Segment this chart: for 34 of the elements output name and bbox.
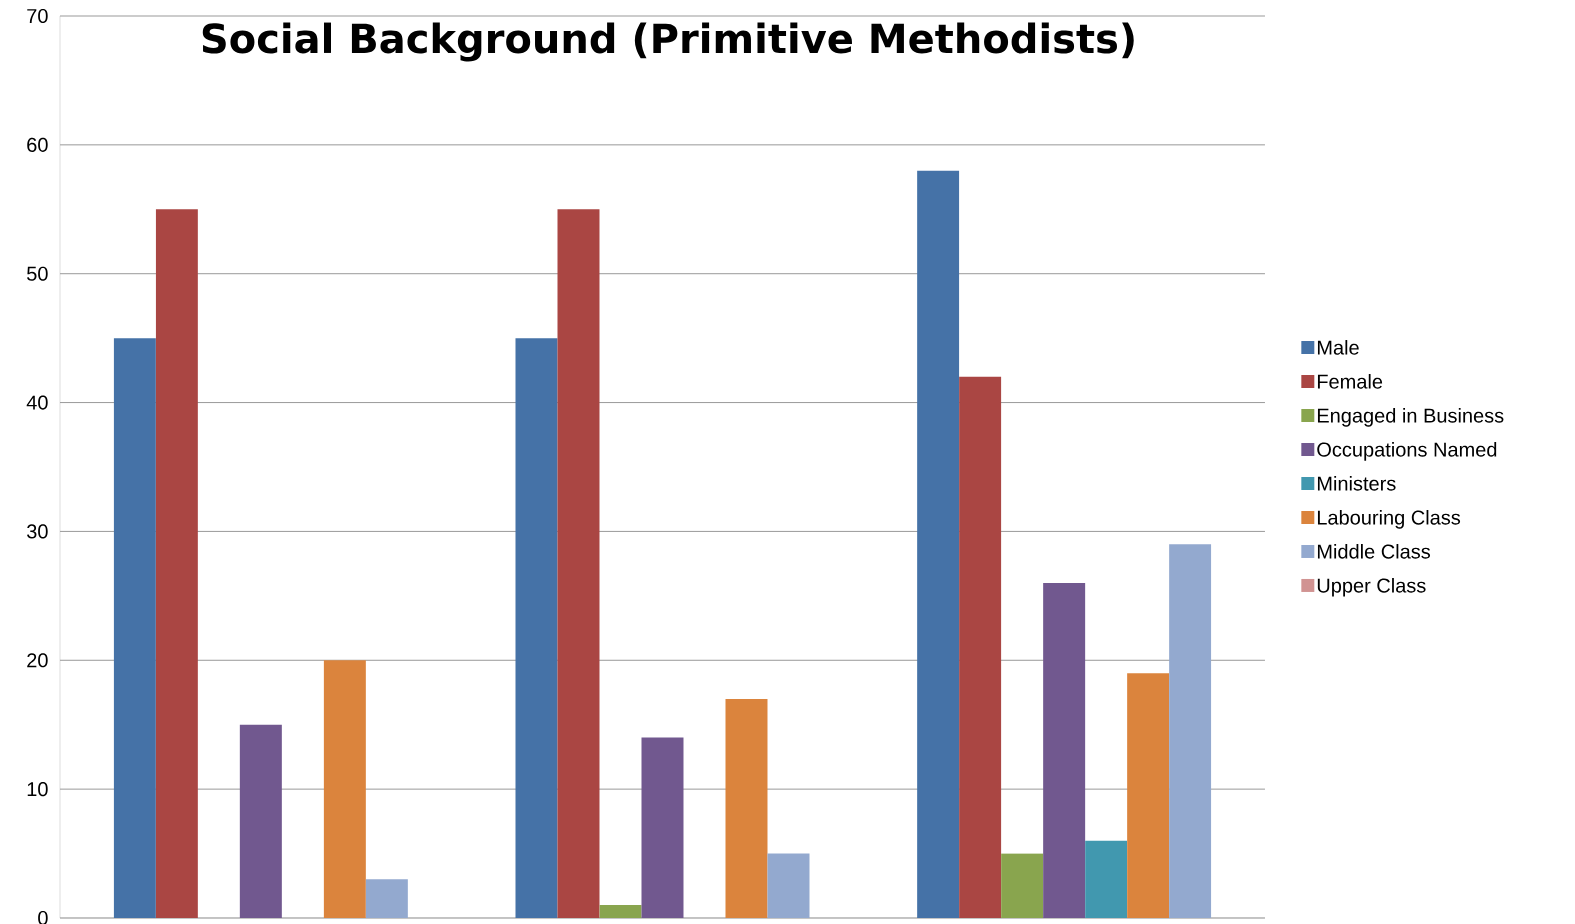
bar (1127, 673, 1170, 918)
y-tick-label: 60 (27, 137, 48, 152)
legend-label: Upper Class (1317, 577, 1426, 597)
y-tick-label: 30 (27, 524, 48, 539)
y-tick-label: 10 (27, 782, 48, 797)
legend-label: Labouring Class (1317, 509, 1461, 529)
legend-label: Female (1317, 374, 1383, 389)
chart-title: Social Background (Primitive Methodists) (202, 22, 1134, 62)
bar (1169, 544, 1212, 918)
bar (725, 698, 768, 918)
bar (641, 737, 684, 918)
y-tick-label: 40 (26, 395, 48, 410)
bar (557, 209, 600, 918)
bar (323, 660, 366, 918)
bar (1085, 840, 1128, 918)
bar (959, 376, 1002, 918)
legend-label: Middle Class (1317, 543, 1431, 559)
legend-label: Male (1317, 340, 1359, 355)
bar (767, 853, 810, 918)
bar (1001, 853, 1044, 918)
bar (113, 338, 156, 918)
y-tick-label: 20 (27, 653, 48, 668)
legend-label: Occupations Named (1317, 442, 1497, 461)
legend-label: Ministers (1317, 475, 1396, 491)
legend-label: Engaged in Business (1317, 408, 1504, 427)
y-tick-label: 70 (27, 8, 48, 24)
bar (917, 170, 960, 918)
bar (365, 879, 408, 918)
bar (515, 338, 558, 918)
bar (1043, 582, 1086, 918)
bar (155, 209, 198, 918)
bar (599, 905, 642, 918)
bar (239, 724, 282, 918)
y-tick-label: 50 (27, 266, 48, 281)
